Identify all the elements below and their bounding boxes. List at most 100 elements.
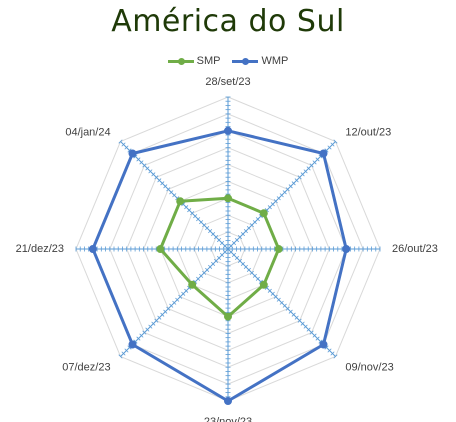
axis-tick — [216, 255, 222, 261]
data-point-smp — [224, 194, 232, 203]
axis-tick — [312, 160, 317, 165]
axis-tick — [333, 354, 338, 359]
axis-tick — [178, 294, 183, 299]
axis-tick — [270, 202, 275, 207]
data-point-smp — [176, 197, 185, 206]
data-point-wmp — [224, 397, 232, 405]
axis-tick — [270, 291, 275, 296]
axis-tick — [282, 190, 287, 195]
axis-tick — [211, 261, 216, 266]
data-point-wmp — [224, 126, 232, 135]
data-point-wmp — [319, 149, 328, 158]
axis-tick — [324, 148, 329, 153]
axis-tick — [285, 187, 290, 192]
axis-tick — [151, 172, 156, 177]
axis-tick — [288, 309, 293, 314]
axis-tick — [300, 172, 305, 177]
axis-tick — [231, 252, 237, 258]
axis-tick — [199, 220, 204, 225]
data-point-wmp — [128, 149, 137, 158]
axis-tick — [211, 232, 216, 237]
axis-tick — [294, 315, 299, 320]
axis-tick — [219, 240, 225, 246]
axis-tick — [312, 333, 317, 338]
axis-tick — [303, 324, 308, 329]
axis-tick — [306, 327, 311, 332]
axis-tick — [181, 291, 186, 296]
axis-tick — [136, 336, 141, 341]
axis-tick — [276, 297, 281, 302]
axis-tick — [151, 321, 156, 326]
axis-tick — [246, 267, 251, 272]
axis-tick — [196, 217, 201, 222]
axis-tick — [187, 208, 192, 213]
axis-tick — [234, 237, 240, 243]
legend-label-smp: SMP — [196, 55, 221, 67]
axis-tick — [327, 145, 332, 150]
axis-tick — [190, 211, 195, 216]
axis-tick — [249, 270, 254, 275]
axis-tick — [273, 199, 278, 204]
axis-tick — [136, 157, 141, 162]
axis-tick — [169, 303, 174, 308]
axis-tick — [309, 163, 314, 168]
axis-tick — [169, 190, 174, 195]
category-label: 26/out/23 — [392, 243, 438, 255]
axis-tick — [142, 163, 147, 168]
axis-tick — [231, 240, 237, 246]
axis-tick — [166, 306, 171, 311]
axis-tick — [240, 232, 245, 237]
legend: SMP WMP — [0, 55, 456, 67]
axis-tick — [121, 351, 126, 356]
legend-swatch-smp — [167, 56, 194, 66]
category-label: 28/set/23 — [205, 76, 250, 88]
axis-tick — [142, 330, 147, 335]
axis-tick — [327, 348, 332, 353]
axis-tick — [127, 345, 132, 350]
axis-tick — [202, 270, 207, 275]
axis-tick — [175, 297, 180, 302]
axis-tick — [118, 354, 123, 359]
category-label: 23/nov/23 — [204, 416, 252, 422]
axis-tick — [240, 261, 245, 266]
axis-tick — [279, 193, 284, 198]
axis-tick — [127, 148, 132, 153]
axis-tick — [139, 160, 144, 165]
axis-tick — [318, 339, 323, 344]
axis-tick — [124, 348, 129, 353]
axis-tick — [318, 154, 323, 159]
axis-tick — [324, 345, 329, 350]
data-point-smp — [274, 245, 283, 253]
axis-tick — [187, 285, 192, 290]
axis-tick — [160, 181, 165, 186]
data-point-wmp — [128, 340, 137, 349]
axis-tick — [285, 306, 290, 311]
axis-tick — [315, 336, 320, 341]
axis-tick — [166, 187, 171, 192]
axis-tick — [300, 321, 305, 326]
axis-tick — [148, 324, 153, 329]
axis-tick — [297, 175, 302, 180]
axis-tick — [196, 276, 201, 281]
axis-tick — [184, 205, 189, 210]
axis-tick — [205, 226, 210, 231]
axis-tick — [154, 318, 159, 323]
axis-tick — [160, 312, 165, 317]
axis-tick — [264, 285, 269, 290]
axis-tick — [133, 154, 138, 159]
axis-tick — [234, 255, 240, 261]
data-point-smp — [259, 209, 268, 218]
axis-tick — [273, 294, 278, 299]
axis-tick — [219, 252, 225, 258]
axis-tick — [255, 276, 260, 281]
axis-tick — [303, 169, 308, 174]
category-label: 07/dez/23 — [62, 361, 110, 373]
axis-tick — [124, 145, 129, 150]
data-point-wmp — [319, 340, 328, 349]
category-label: 09/nov/23 — [345, 361, 393, 373]
axis-tick — [175, 196, 180, 201]
axis-tick — [264, 208, 269, 213]
category-label: 21/dez/23 — [16, 243, 64, 255]
